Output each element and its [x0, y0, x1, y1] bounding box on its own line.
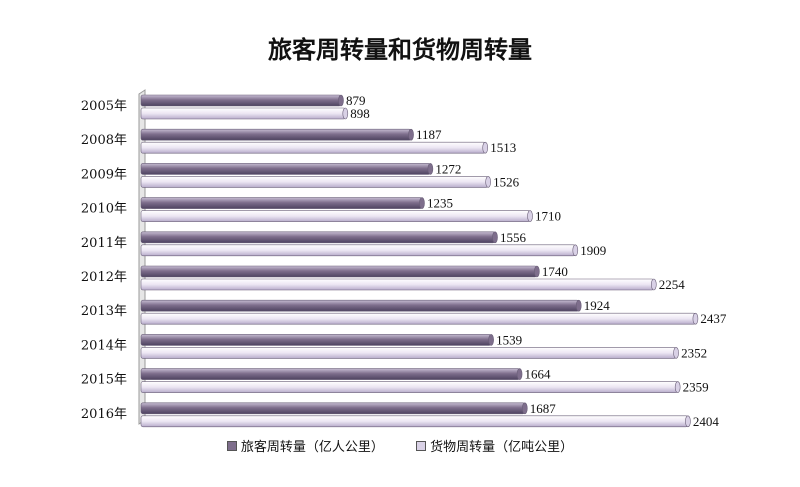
- bar-cap-freight: [527, 210, 533, 222]
- value-label-passenger: 1556: [500, 230, 527, 245]
- value-label-passenger: 1924: [584, 298, 611, 313]
- bar-cap-freight: [674, 381, 681, 393]
- category-label: 2012年: [81, 270, 127, 285]
- value-label-passenger: 1687: [530, 401, 557, 416]
- legend-item-freight: 货物周转量（亿吨公里）: [416, 436, 573, 455]
- bar-passenger: [140, 368, 520, 380]
- category-label: 2015年: [81, 373, 127, 388]
- legend: 旅客周转量（亿人公里） 货物周转量（亿吨公里）: [0, 436, 800, 455]
- bar-cap-passenger: [534, 265, 540, 278]
- bar-cap-passenger: [492, 231, 498, 244]
- bar-cap-freight: [485, 176, 491, 188]
- value-label-passenger: 1664: [525, 367, 552, 382]
- bar-passenger: [140, 265, 538, 278]
- category-label: 2008年: [81, 133, 127, 148]
- bar-passenger: [140, 163, 431, 175]
- bar-cap-freight: [650, 278, 657, 291]
- value-label-passenger: 1235: [427, 196, 453, 211]
- bar-passenger: [140, 402, 526, 415]
- bars-layer: [140, 94, 699, 428]
- bar-freight: [140, 312, 696, 325]
- bar-freight: [140, 141, 486, 154]
- bar-cap-passenger: [488, 334, 494, 346]
- bar-passenger: [140, 334, 492, 346]
- value-label-passenger: 1740: [542, 264, 568, 279]
- category-label: 2014年: [81, 338, 127, 353]
- bar-cap-passenger: [408, 128, 414, 141]
- category-label: 2010年: [81, 202, 127, 217]
- chart-title: 旅客周转量和货物周转量: [268, 35, 532, 64]
- value-label-passenger: 879: [346, 93, 366, 108]
- category-label: 2009年: [81, 167, 127, 182]
- bar-cap-passenger: [338, 94, 344, 107]
- bar-freight: [140, 347, 677, 359]
- value-label-freight: 1513: [490, 140, 516, 155]
- category-label: 2011年: [81, 236, 127, 251]
- bar-cap-freight: [482, 141, 489, 154]
- bar-freight: [140, 244, 576, 257]
- bar-freight: [140, 176, 489, 188]
- bar-passenger: [140, 94, 342, 107]
- legend-swatch-freight: [416, 440, 427, 451]
- bar-cap-passenger: [521, 402, 528, 415]
- bar-passenger: [140, 299, 580, 312]
- bar-passenger: [140, 231, 496, 244]
- bar-passenger: [140, 128, 412, 141]
- bar-freight: [140, 278, 655, 291]
- value-label-passenger: 1272: [435, 161, 461, 176]
- bar-cap-freight: [572, 244, 579, 257]
- category-label: 2013年: [81, 304, 127, 319]
- bar-freight: [140, 107, 346, 120]
- bar-freight: [140, 381, 678, 393]
- legend-swatch-passenger: [226, 440, 237, 451]
- bar-cap-freight: [692, 312, 699, 325]
- value-label-freight: 1526: [493, 174, 520, 189]
- bar-cap-freight: [685, 415, 691, 428]
- value-label-freight: 2437: [700, 311, 727, 326]
- value-label-freight: 1909: [580, 243, 606, 258]
- value-label-passenger: 1539: [496, 332, 522, 347]
- legend-label-passenger: 旅客周转量（亿人公里）: [240, 440, 384, 455]
- bar-passenger: [140, 197, 423, 209]
- bar-freight: [140, 415, 689, 428]
- category-label: 2016年: [81, 407, 127, 422]
- value-label-freight: 2404: [693, 414, 720, 429]
- value-label-passenger: 1187: [416, 127, 442, 142]
- value-label-freight: 2254: [659, 277, 686, 292]
- bar-cap-passenger: [516, 368, 523, 380]
- value-label-freight: 2359: [683, 380, 709, 395]
- bar-cap-passenger: [419, 197, 425, 209]
- legend-item-passenger: 旅客周转量（亿人公里）: [226, 436, 384, 455]
- legend-label-freight: 货物周转量（亿吨公里）: [430, 440, 574, 455]
- value-label-freight: 2352: [681, 345, 707, 360]
- value-label-freight: 1710: [535, 209, 561, 224]
- value-label-freight: 898: [350, 106, 370, 121]
- bar-cap-passenger: [427, 163, 434, 175]
- bar-cap-freight: [342, 107, 349, 120]
- category-label: 2005年: [81, 99, 127, 114]
- bar-freight: [140, 210, 531, 222]
- bar-cap-passenger: [575, 299, 582, 312]
- bar-cap-freight: [673, 347, 679, 359]
